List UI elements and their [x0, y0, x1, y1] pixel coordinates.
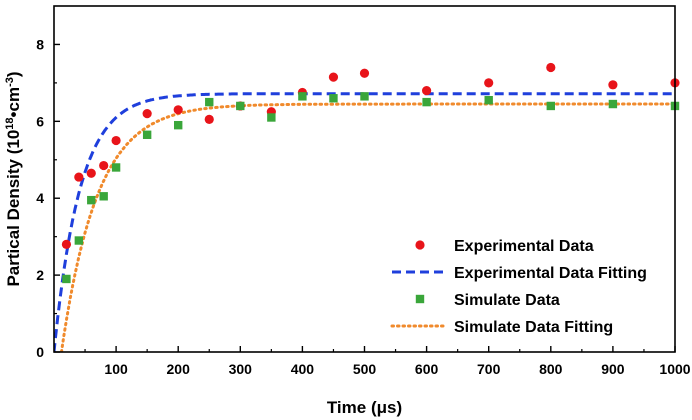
fit-curve-2: [60, 102, 675, 352]
y-axis-title-prefix: Partical Density (10: [4, 130, 23, 287]
experimental-point: [204, 114, 214, 125]
y-tick-label: 2: [36, 267, 44, 283]
x-tick-label: 500: [353, 361, 377, 377]
x-tick-label: 1000: [659, 361, 690, 377]
legend-circle-marker: [415, 240, 425, 250]
x-tick-label: 400: [291, 361, 315, 377]
experimental-point: [61, 239, 72, 249]
simulate-point: [111, 163, 121, 172]
legend-entry-1: Experimental Data: [415, 238, 594, 255]
experimental-point: [99, 160, 109, 171]
simulate-point: [142, 130, 152, 139]
legend-label: Simulate Data: [454, 292, 560, 309]
legend-entry-4: Simulate Data Fitting: [390, 319, 613, 336]
x-tick-label: 800: [539, 361, 563, 377]
experimental-point: [359, 68, 370, 78]
simulate-point: [329, 94, 338, 103]
legend-entry-3: Simulate Data: [415, 292, 560, 309]
legend-label: Experimental Data Fitting: [454, 265, 647, 282]
y-tick-label: 0: [36, 344, 44, 360]
fit-curve-1: [54, 92, 675, 352]
y-axis-title-suffix: ): [4, 71, 23, 77]
y-axis-title-unit: •cm: [4, 87, 23, 118]
experimental-point: [173, 105, 183, 115]
y-axis-title: Partical Density (1018•cm-3): [4, 71, 23, 286]
axes: 100 200 300 400 500 600 700 800 900 1000 0 2 4 6 8: [36, 5, 691, 377]
simulate-point: [298, 92, 307, 101]
y-axis-title-exponent-1: 18: [4, 117, 16, 129]
x-tick-label: 900: [601, 361, 625, 377]
plot-frame: [53, 5, 676, 353]
y-tick-label: 6: [36, 113, 44, 129]
x-tick-label: 700: [477, 361, 501, 377]
simulate-point: [422, 97, 431, 107]
x-tick-label: 600: [415, 361, 439, 377]
simulate-point: [608, 99, 618, 109]
simulate-point: [74, 236, 84, 245]
experimental-point: [484, 78, 494, 88]
simulate-point: [99, 192, 108, 201]
simulate-point: [546, 101, 555, 111]
experimental-point: [422, 85, 432, 96]
experimental-point: [142, 109, 152, 119]
legend-square-marker: [415, 294, 425, 304]
simulate-point: [62, 274, 71, 284]
simulate-point: [484, 95, 493, 105]
simulate-point: [87, 195, 96, 205]
y-tick-label: 8: [36, 36, 44, 52]
experimental-point: [74, 172, 84, 182]
x-tick-label: 100: [104, 361, 128, 377]
experimental-point: [546, 62, 556, 73]
experimental-point: [86, 168, 96, 178]
simulate-point: [360, 92, 369, 101]
x-tick-label: 200: [167, 361, 191, 377]
legend-entry-2: Experimental Data Fitting: [392, 265, 647, 282]
experimental-point: [328, 72, 339, 82]
legend-label: Experimental Data: [454, 238, 594, 255]
x-axis-title: Time (μs): [327, 398, 402, 417]
y-axis-title-exponent-2: -3: [4, 77, 16, 87]
simulate-point: [205, 97, 214, 107]
y-tick-label: 4: [36, 190, 44, 206]
x-tick-label: 300: [229, 361, 253, 377]
legend: Experimental Data Experimental Data Fitti…: [390, 238, 647, 336]
simulate-point: [236, 101, 245, 111]
experimental-point: [111, 135, 121, 146]
simulate-point: [174, 120, 183, 130]
legend-label: Simulate Data Fitting: [454, 319, 613, 336]
experimental-point: [608, 80, 618, 90]
plot-area: [54, 62, 680, 352]
simulate-point: [267, 113, 276, 122]
